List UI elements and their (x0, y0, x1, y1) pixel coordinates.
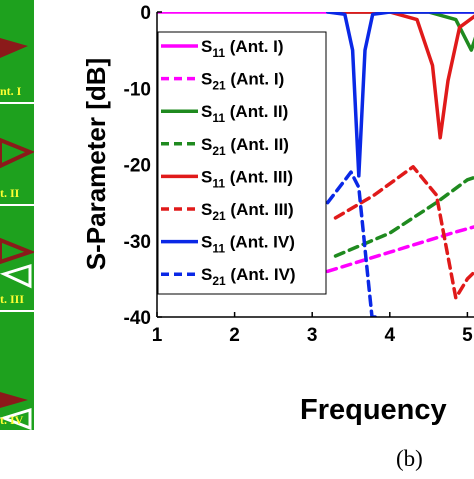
y-tick-label-2: -20 (124, 156, 151, 177)
legend: S11 (Ant. I)S21 (Ant. I)S11 (Ant. II)S21… (158, 32, 326, 294)
panel-label: (b) (396, 446, 423, 471)
series-line-7 (328, 172, 376, 317)
y-axis-title: S-Parameter [dB] (81, 58, 111, 270)
x-axis-title: Frequency (300, 394, 447, 426)
series-line-5 (336, 167, 474, 298)
x-tick-label-0: 1 (152, 325, 163, 346)
x-tick-label-3: 4 (385, 325, 396, 346)
series-line-1 (328, 218, 474, 271)
x-tick-label-1: 2 (229, 325, 240, 346)
y-tick-label-1: -10 (124, 79, 151, 100)
y-tick-label-4: -40 (124, 308, 151, 329)
series-line-6 (328, 12, 474, 176)
x-tick-label-4: 5 (462, 325, 473, 346)
x-tick-label-2: 3 (307, 325, 318, 346)
y-tick-label-0: 0 (140, 3, 151, 24)
y-tick-label-3: -30 (124, 232, 151, 253)
